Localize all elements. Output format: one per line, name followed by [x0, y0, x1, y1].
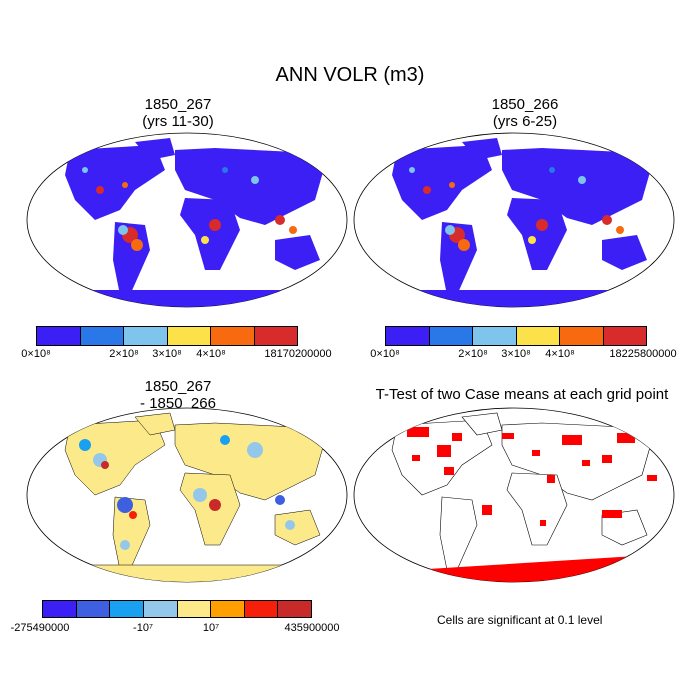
colorbar-segment — [76, 601, 111, 617]
figure-title: ANN VOLR (m3) — [275, 64, 425, 86]
panel-1-colorbar-label: 18170200000 — [264, 348, 332, 360]
colorbar-segment — [167, 327, 211, 345]
panel-4-title: T-Test of two Case means at each grid po… — [375, 386, 669, 403]
panel-1-colorbar-label: 0×10⁸ — [21, 348, 51, 360]
coastlines — [391, 412, 653, 571]
panel-1-colorbar — [36, 326, 298, 346]
panel-3-colorbar — [42, 600, 312, 618]
colorbar-segment — [124, 327, 168, 345]
panel-3-colorbar-label: 10⁷ — [202, 622, 220, 634]
panel-2-colorbar-label: 18225800000 — [609, 348, 677, 360]
colorbar-segment — [177, 601, 212, 617]
panel-2-colorbar-label: 3×10⁸ — [501, 348, 531, 360]
colorbar-segment — [143, 601, 178, 617]
colorbar-segment — [43, 601, 77, 617]
panel-3-colorbar-label: -10⁷ — [133, 622, 153, 634]
colorbar-segment — [560, 327, 604, 345]
colorbar-segment — [473, 327, 517, 345]
colorbar-segment — [37, 327, 81, 345]
hotspots — [409, 167, 624, 251]
panel-1-colorbar-label: 3×10⁸ — [152, 348, 182, 360]
colorbar-segment — [211, 601, 245, 617]
panel-3-title: 1850_267 - 1850_266 — [140, 378, 216, 412]
colorbar-segment — [278, 601, 311, 617]
panel-2-map — [353, 132, 675, 308]
panel-1-colorbar-label: 4×10⁸ — [196, 348, 226, 360]
panel-3-map — [26, 407, 348, 583]
colorbar-segment — [211, 327, 255, 345]
hotspots — [82, 167, 297, 251]
panel-3-colorbar-label: -275490000 — [10, 622, 70, 634]
panel-3-colorbar-label: 435900000 — [284, 622, 340, 634]
colorbar-segment — [386, 327, 430, 345]
difference-patches — [79, 435, 295, 550]
significance-note: Cells are significant at 0.1 level — [437, 613, 603, 627]
panel-1-colorbar-label: 2×10⁸ — [109, 348, 139, 360]
colorbar-segment — [110, 601, 144, 617]
panel-2-colorbar-label: 2×10⁸ — [458, 348, 488, 360]
panel-1-map — [26, 132, 348, 308]
colorbar-segment — [254, 327, 297, 345]
colorbar-segment — [516, 327, 560, 345]
colorbar-segment — [80, 327, 124, 345]
panel-1-title: 1850_267 (yrs 11-30) — [142, 96, 214, 130]
panel-2-colorbar — [385, 326, 647, 346]
colorbar-segment — [603, 327, 646, 345]
panel-2-colorbar-label: 0×10⁸ — [370, 348, 400, 360]
colorbar-segment — [429, 327, 473, 345]
panel-2-title: 1850_266 (yrs 6-25) — [491, 96, 559, 130]
panel-2-colorbar-label: 4×10⁸ — [545, 348, 575, 360]
colorbar-segment — [244, 601, 279, 617]
panel-4-map — [353, 407, 675, 583]
